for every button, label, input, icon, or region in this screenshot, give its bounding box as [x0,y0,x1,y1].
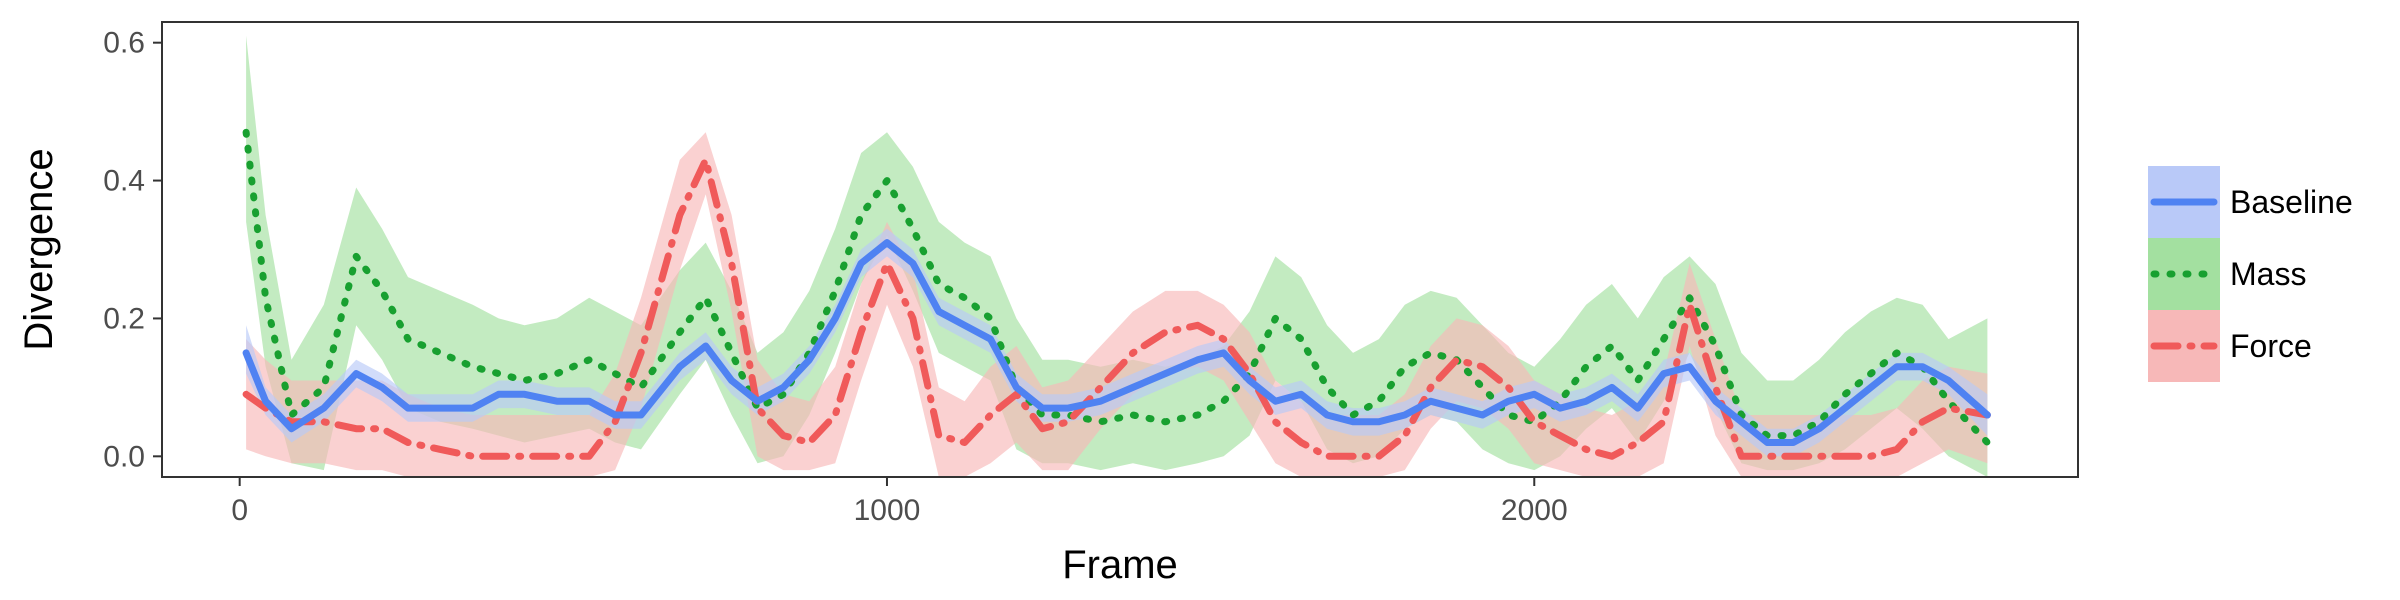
series-lines [242,128,1991,460]
plot-panel-border [161,21,2079,478]
legend-item-baseline: Baseline [2148,166,2353,238]
x-axis-title: Frame [1062,543,1178,587]
x-tick-label: 0 [231,494,248,527]
y-tick-label: 0.0 [103,440,145,473]
legend-item-force: Force [2148,310,2312,382]
legend-label: Mass [2230,256,2306,292]
y-tick-label: 0.6 [103,27,145,60]
y-axis: 0.0 0.2 0.4 0.6 [103,27,162,473]
x-tick-label: 2000 [1501,494,1568,527]
legend-label: Force [2230,328,2312,364]
y-axis-title: Divergence [17,148,61,350]
y-tick-label: 0.4 [103,165,145,198]
line-baseline [242,239,1991,446]
x-axis: 0 1000 2000 [231,477,1568,527]
legend-item-mass: Mass [2148,238,2306,310]
legend-label: Baseline [2230,184,2353,220]
x-tick-label: 1000 [854,494,921,527]
legend: Baseline Mass Force [2148,166,2353,382]
line-mass [242,128,1991,446]
line-force [242,156,1991,460]
y-tick-label: 0.2 [103,302,145,335]
band-baseline [246,228,1988,457]
